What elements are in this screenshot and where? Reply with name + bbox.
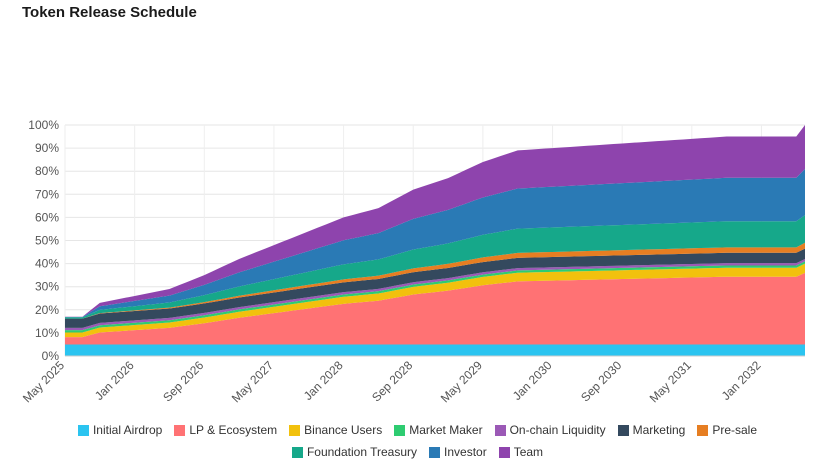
x-tick-label: Jan 2032	[719, 358, 764, 403]
legend-item-foundation-treasury[interactable]: Foundation Treasury	[291, 445, 418, 459]
series-area-foundation-treasury[interactable]	[65, 215, 805, 319]
legend: Initial Airdrop LP & Ecosystem Binance Use…	[0, 419, 835, 463]
legend-label: Marketing	[632, 423, 686, 437]
legend-swatch	[77, 424, 89, 436]
legend-swatch	[617, 424, 629, 436]
series-area-lp-ecosystem[interactable]	[65, 272, 805, 345]
x-tick-label: May 2031	[647, 358, 694, 405]
x-tick-label: May 2025	[20, 358, 67, 405]
legend-label: Investor	[444, 445, 487, 459]
legend-swatch	[697, 424, 709, 436]
legend-item-on-chain-liquidity[interactable]: On-chain Liquidity	[494, 423, 606, 437]
x-tick-label: Jan 2030	[510, 358, 555, 403]
x-tick-label: Sep 2028	[369, 358, 415, 404]
series-area-pre-sale[interactable]	[65, 242, 805, 319]
x-tick-label: May 2029	[438, 358, 485, 405]
legend-label: Market Maker	[409, 423, 483, 437]
legend-item-marketing[interactable]: Marketing	[617, 423, 686, 437]
y-tick-label: 70%	[35, 187, 59, 201]
legend-swatch	[494, 424, 506, 436]
stacked-area-chart: 0% 10% 20% 30% 40% 50% 60% 70% 80% 90% 100% May 202…	[20, 118, 805, 405]
series-area-binance-users[interactable]	[65, 263, 805, 338]
y-tick-label: 60%	[35, 210, 59, 224]
legend-row-1: Initial Airdrop LP & Ecosystem Binance Use…	[0, 419, 835, 441]
series-area-team[interactable]	[65, 125, 805, 317]
legend-swatch	[394, 424, 406, 436]
legend-item-lp-ecosystem[interactable]: LP & Ecosystem	[174, 423, 277, 437]
legend-item-binance-users[interactable]: Binance Users	[289, 423, 382, 437]
legend-item-investor[interactable]: Investor	[429, 445, 487, 459]
x-tick-label: May 2027	[229, 358, 276, 405]
y-tick-label: 10%	[35, 326, 59, 340]
y-tick-label: 0%	[42, 349, 60, 363]
series-area-initial-airdrop[interactable]	[65, 344, 805, 356]
y-tick-label: 90%	[35, 141, 59, 155]
legend-label: Binance Users	[304, 423, 383, 437]
x-tick-label: Jan 2026	[92, 358, 137, 403]
chart-title: Token Release Schedule	[22, 4, 197, 21]
legend-item-initial-airdrop[interactable]: Initial Airdrop	[77, 423, 163, 437]
legend-label: On-chain Liquidity	[509, 423, 606, 437]
legend-swatch	[291, 446, 303, 458]
y-tick-label: 40%	[35, 257, 59, 271]
legend-swatch	[289, 424, 301, 436]
legend-item-pre-sale[interactable]: Pre-sale	[697, 423, 757, 437]
legend-label: LP & Ecosystem	[189, 423, 278, 437]
series-area-marketing[interactable]	[65, 248, 805, 328]
legend-swatch	[174, 424, 186, 436]
y-tick-label: 100%	[28, 118, 59, 132]
legend-row-2: Foundation Treasury Investor Team	[0, 441, 835, 463]
y-tick-label: 20%	[35, 303, 59, 317]
legend-label: Pre-sale	[712, 423, 758, 437]
legend-swatch	[429, 446, 441, 458]
y-tick-label: 80%	[35, 164, 59, 178]
legend-label: Team	[513, 445, 544, 459]
x-tick-label: Sep 2030	[578, 358, 624, 404]
legend-label: Foundation Treasury	[306, 445, 418, 459]
x-tick-label: Sep 2026	[160, 358, 206, 404]
y-tick-label: 50%	[35, 234, 59, 248]
legend-label: Initial Airdrop	[92, 423, 163, 437]
legend-item-team[interactable]: Team	[498, 445, 544, 459]
x-tick-label: Jan 2028	[301, 358, 346, 403]
series-area-investor[interactable]	[65, 168, 805, 318]
y-tick-label: 30%	[35, 280, 59, 294]
legend-swatch	[498, 446, 510, 458]
legend-item-market-maker[interactable]: Market Maker	[394, 423, 483, 437]
